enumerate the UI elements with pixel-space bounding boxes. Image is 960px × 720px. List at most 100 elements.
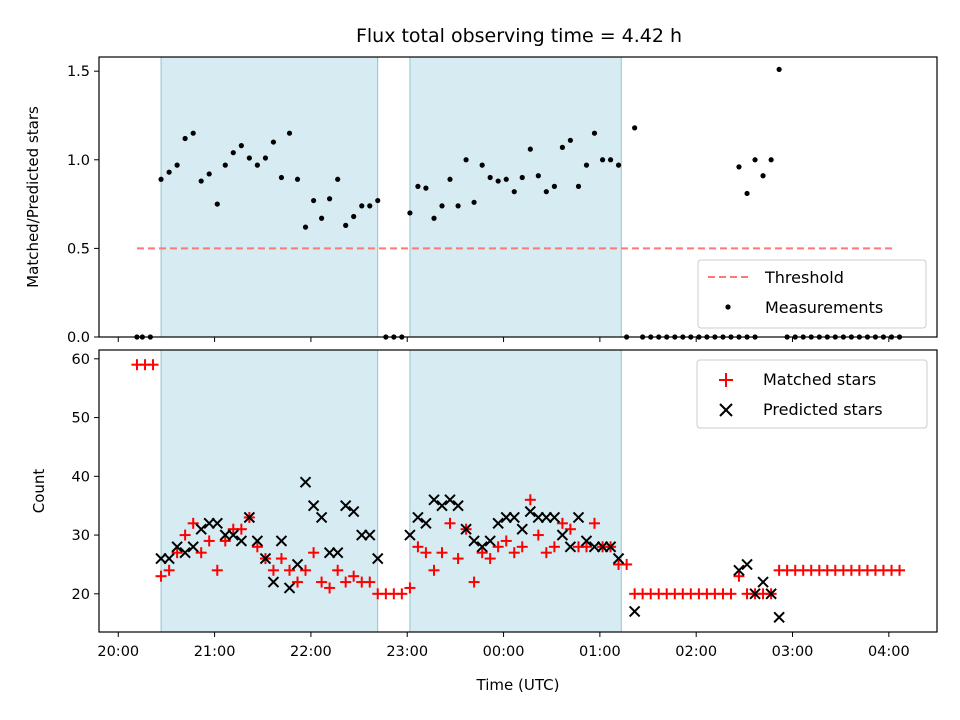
marker-stroke — [548, 511, 561, 524]
measurement-point — [230, 150, 236, 156]
predicted-star-marker — [179, 546, 191, 559]
matched-star-marker — [364, 576, 376, 588]
matched-star-marker — [235, 523, 247, 535]
legend-predicted-label: Predicted stars — [763, 400, 883, 419]
marker-stroke — [484, 535, 496, 547]
measurement-point — [519, 174, 525, 181]
predicted-star-marker — [564, 541, 577, 553]
measurement-point — [158, 176, 164, 182]
measurement-point — [559, 144, 566, 150]
marker-stroke — [436, 499, 448, 512]
x-tick-label: 22:00 — [290, 644, 332, 660]
marker-stroke — [468, 535, 480, 547]
bottom-shaded-intervals — [160, 349, 622, 633]
matched-star-marker — [468, 576, 480, 588]
predicted-star-marker — [468, 535, 480, 547]
predicted-star-marker — [588, 541, 601, 553]
measurement-point — [503, 176, 509, 182]
measurement-point — [190, 130, 196, 136]
marker-stroke — [564, 541, 577, 553]
marker-stroke — [540, 511, 553, 524]
measurement-point — [591, 130, 598, 136]
top-y-axis-label: Matched/Predicted stars — [24, 106, 42, 288]
matched-star-marker — [532, 529, 544, 541]
measurement-point — [575, 183, 582, 189]
legend-matched-label: Matched stars — [763, 370, 876, 389]
measurement-point — [511, 189, 517, 195]
measurement-point — [736, 164, 742, 170]
measurement-point — [455, 203, 461, 209]
matched-star-marker — [500, 535, 512, 547]
marker-stroke — [476, 541, 488, 553]
marker-stroke — [331, 546, 344, 559]
y-tick-label: 0.5 — [67, 241, 90, 257]
measurement-point — [198, 178, 204, 184]
predicted-star-marker — [460, 523, 472, 535]
predicted-star-marker — [364, 529, 376, 541]
matched-star-marker — [420, 547, 432, 559]
predicted-star-marker — [372, 552, 384, 565]
predicted-star-marker — [508, 511, 520, 524]
measurement-point — [238, 143, 244, 149]
y-tick-label: 60 — [72, 352, 90, 368]
predicted-star-marker — [580, 535, 593, 547]
predicted-star-marker — [757, 576, 769, 588]
predicted-star-marker — [235, 535, 248, 547]
matched-star-marker — [436, 547, 448, 559]
marker-stroke — [227, 529, 239, 541]
marker-stroke — [275, 535, 288, 547]
measurement-point — [254, 162, 260, 168]
matched-star-marker — [524, 494, 536, 506]
matched-star-marker — [452, 553, 464, 565]
matched-star-marker — [733, 570, 745, 582]
measurement-point — [479, 162, 485, 168]
predicted-star-marker — [524, 505, 537, 518]
measurement-point — [752, 157, 758, 163]
legend-matched-swatch — [719, 373, 733, 387]
marker-stroke — [444, 494, 456, 506]
matched-star-marker — [516, 541, 528, 553]
matched-star-marker — [187, 517, 199, 529]
marker-stroke — [773, 611, 785, 624]
marker-stroke — [556, 529, 569, 541]
y-tick-label: 30 — [72, 528, 90, 544]
matched-star-marker — [492, 541, 504, 553]
measurement-point — [471, 199, 477, 205]
marker-stroke — [163, 552, 175, 565]
predicted-star-marker — [307, 499, 320, 512]
measurement-point — [326, 196, 333, 202]
matched-star-marker — [508, 547, 520, 559]
predicted-star-marker — [540, 511, 553, 524]
measurement-point — [415, 183, 421, 189]
measurement-point — [359, 203, 365, 209]
y-tick-label: 0.0 — [67, 330, 90, 346]
matched-star-marker — [251, 541, 263, 553]
predicted-star-marker — [548, 511, 561, 524]
measurement-point — [311, 197, 317, 204]
marker-stroke — [179, 546, 191, 559]
matched-star-marker — [324, 582, 336, 594]
predicted-star-marker — [211, 517, 223, 530]
marker-stroke — [741, 558, 753, 571]
matched-star-marker — [211, 564, 223, 576]
measurement-point — [222, 162, 228, 168]
predicted-star-marker — [741, 558, 753, 571]
predicted-star-marker — [556, 529, 569, 541]
matched-star-marker — [155, 570, 167, 582]
measurement-point — [262, 155, 269, 161]
matched-star-marker — [725, 588, 737, 600]
matched-star-marker — [564, 523, 576, 535]
matched-star-marker — [340, 576, 352, 588]
measurement-point — [318, 215, 325, 221]
measurement-point — [335, 176, 341, 182]
x-tick-label: 04:00 — [868, 644, 910, 660]
measurement-point — [583, 162, 590, 168]
marker-stroke — [323, 546, 336, 559]
measurement-point — [407, 210, 413, 216]
measurement-point — [439, 203, 445, 209]
predicted-star-marker — [195, 523, 207, 535]
measurement-point — [423, 185, 429, 191]
bottom-x-ticks: 20:00 21:00 22:00 23:00 00:00 01:00 02:00 03:00… — [97, 632, 910, 660]
predicted-star-marker — [203, 517, 215, 530]
predicted-star-marker — [251, 535, 264, 547]
